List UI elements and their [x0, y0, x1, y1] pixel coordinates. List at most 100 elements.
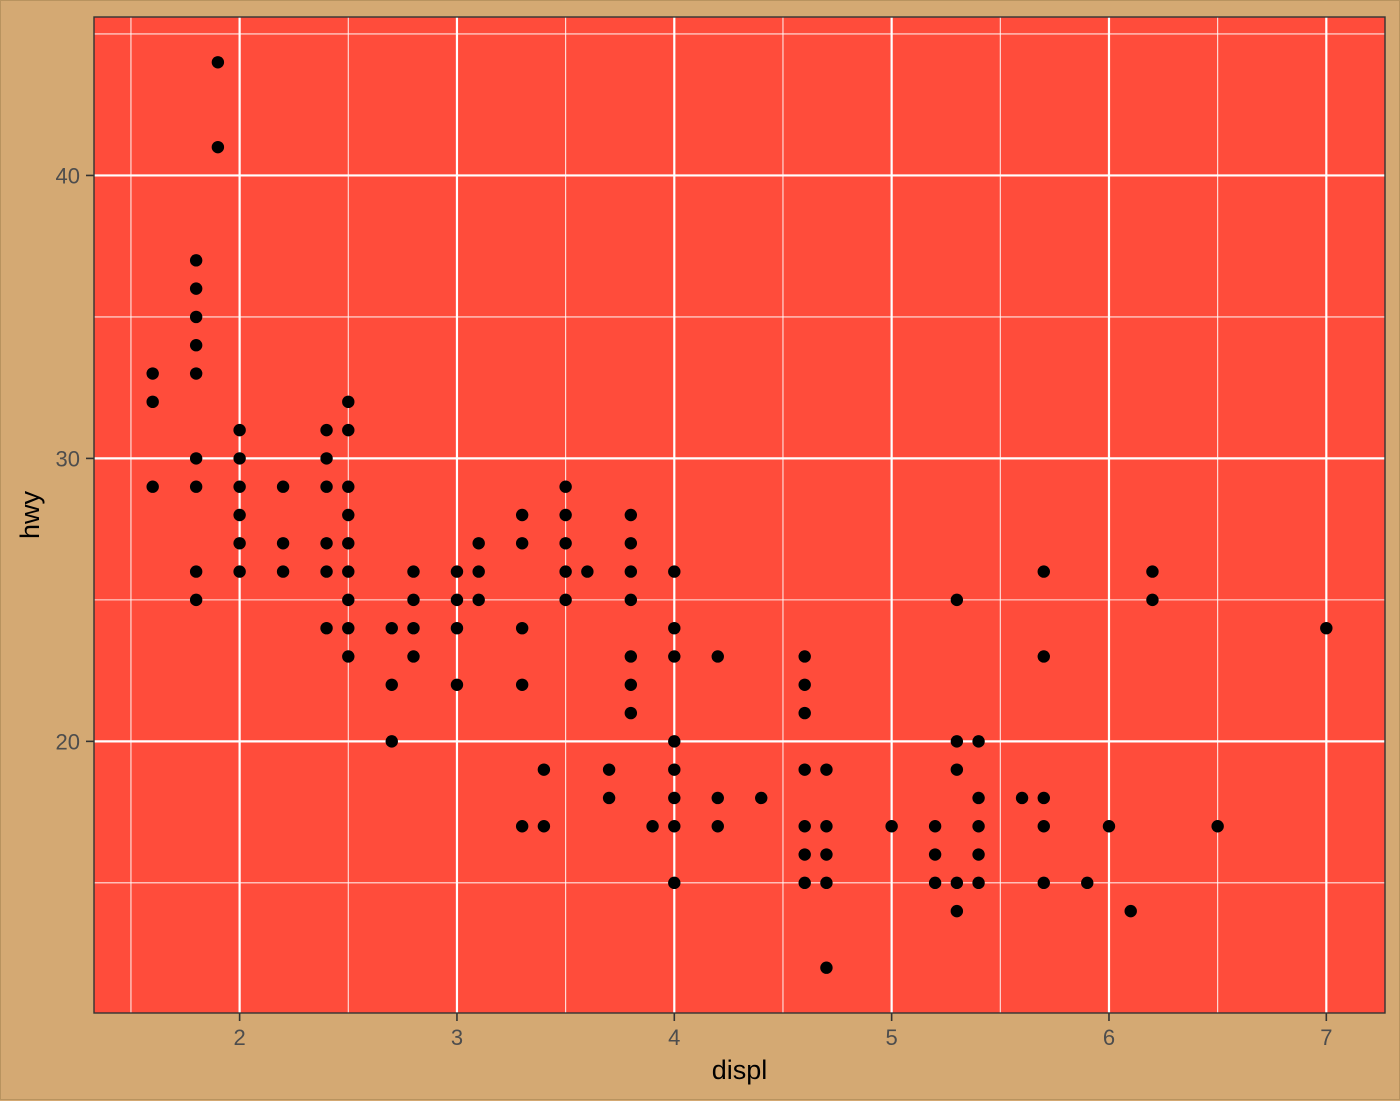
data-point	[450, 678, 464, 691]
data-point	[537, 763, 551, 776]
minor-gridlines	[94, 17, 1385, 1013]
data-point	[668, 565, 681, 578]
data-point	[972, 791, 985, 805]
data-point	[798, 763, 811, 776]
data-point	[189, 339, 203, 352]
data-point	[189, 254, 203, 267]
data-point	[407, 593, 420, 607]
data-point	[820, 876, 833, 890]
data-point	[1015, 791, 1029, 805]
data-point	[407, 650, 420, 663]
data-point	[1102, 820, 1116, 833]
data-point	[233, 480, 246, 493]
data-point	[385, 678, 398, 691]
data-point	[1211, 820, 1224, 833]
data-point	[146, 395, 159, 409]
data-point	[559, 537, 572, 550]
data-point	[1037, 565, 1050, 578]
data-point	[276, 565, 290, 578]
y-tick-label: 40	[56, 163, 80, 188]
data-point	[624, 508, 638, 522]
data-point	[798, 876, 811, 890]
data-point	[668, 820, 681, 833]
data-point	[189, 480, 203, 493]
data-point	[211, 56, 225, 69]
data-point	[385, 735, 398, 748]
x-axis-ticks: 2 3 4 5 6 7	[233, 1013, 1332, 1050]
data-point	[885, 820, 898, 833]
data-point	[972, 848, 985, 861]
data-point	[950, 593, 964, 607]
data-point	[668, 876, 681, 890]
data-point	[928, 848, 942, 861]
data-point	[972, 876, 985, 890]
data-point	[624, 678, 638, 691]
data-point	[1146, 565, 1159, 578]
data-point	[189, 282, 203, 295]
x-tick-label: 6	[1103, 1025, 1115, 1050]
data-point	[798, 678, 811, 691]
data-point	[950, 876, 964, 890]
data-point	[320, 565, 333, 578]
x-tick-label: 4	[668, 1025, 680, 1050]
data-point	[450, 593, 464, 607]
data-point	[950, 763, 964, 776]
data-point	[972, 735, 985, 748]
data-point	[407, 621, 420, 635]
data-point	[320, 452, 333, 465]
data-point	[1146, 593, 1159, 607]
data-point	[602, 791, 616, 805]
data-points	[146, 56, 1333, 974]
data-point	[820, 820, 833, 833]
data-point	[342, 395, 355, 409]
data-point	[515, 678, 529, 691]
data-point	[233, 452, 246, 465]
data-point	[624, 650, 638, 663]
data-point	[950, 735, 964, 748]
data-point	[668, 763, 681, 776]
data-point	[798, 848, 811, 861]
data-point	[798, 706, 811, 720]
data-point	[624, 593, 638, 607]
data-point	[755, 791, 768, 805]
data-point	[320, 537, 333, 550]
data-point	[559, 508, 572, 522]
data-point	[711, 820, 724, 833]
data-point	[233, 423, 246, 437]
data-point	[668, 791, 681, 805]
data-point	[581, 565, 594, 578]
data-point	[189, 452, 203, 465]
data-point	[1320, 621, 1333, 635]
data-point	[646, 820, 659, 833]
data-point	[711, 650, 724, 663]
data-point	[820, 763, 833, 776]
data-point	[472, 537, 485, 550]
data-point	[342, 508, 355, 522]
data-point	[820, 848, 833, 861]
data-point	[559, 593, 572, 607]
data-point	[559, 565, 572, 578]
data-point	[515, 820, 529, 833]
data-point	[385, 621, 398, 635]
data-point	[189, 367, 203, 380]
y-axis-ticks: 20 30 40	[56, 163, 94, 754]
data-point	[146, 367, 159, 380]
y-axis-title: hwy	[15, 490, 45, 539]
data-point	[668, 735, 681, 748]
data-point	[233, 537, 246, 550]
data-point	[1037, 876, 1050, 890]
data-point	[624, 537, 638, 550]
y-tick-label: 30	[56, 446, 80, 471]
y-tick-label: 20	[56, 729, 80, 754]
data-point	[537, 820, 551, 833]
data-point	[189, 565, 203, 578]
data-point	[407, 565, 420, 578]
x-tick-label: 3	[451, 1025, 463, 1050]
data-point	[928, 820, 942, 833]
data-point	[320, 621, 333, 635]
data-point	[342, 565, 355, 578]
data-point	[342, 621, 355, 635]
x-tick-label: 2	[233, 1025, 245, 1050]
